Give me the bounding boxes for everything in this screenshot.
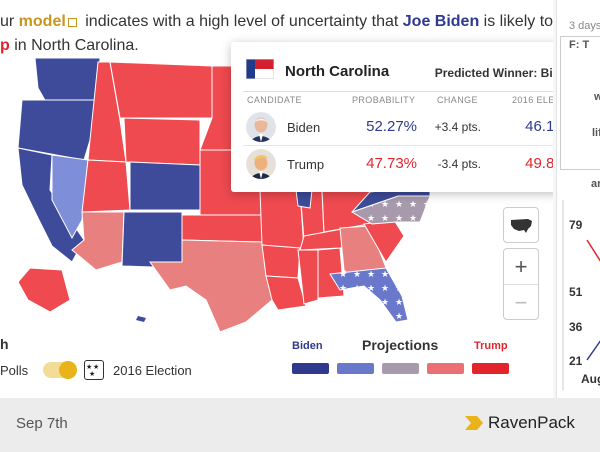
headline-text: in North Carolina. — [9, 37, 139, 54]
chart-title-fragment: ar — [591, 178, 600, 190]
biden-trend-line — [586, 340, 600, 361]
headline-text: ur — [0, 13, 19, 30]
candidate-name: Trump — [287, 157, 325, 172]
election-2016-value: 46.17% — [525, 118, 553, 135]
external-link-icon[interactable] — [67, 18, 77, 27]
candidate-row-trump: Trump 47.73% -3.4 pts. 49.83% — [243, 146, 553, 182]
model-link[interactable]: model — [18, 13, 66, 30]
map-panel: ur model indicates with a high level of … — [0, 10, 553, 380]
legend-biden-label: Biden — [292, 340, 323, 352]
state-nevada[interactable] — [51, 154, 89, 240]
ravenpack-logo-icon — [465, 416, 483, 430]
headline-text: is likely to beat — [483, 13, 553, 30]
side-card: F: T w lif — [560, 36, 600, 170]
state-arkansas[interactable] — [261, 244, 301, 279]
y-tick-label: 79 — [569, 218, 583, 232]
predicted-winner: Predicted Winner: Biden — [434, 66, 553, 80]
svg-text:★: ★ — [86, 363, 92, 371]
state-texas[interactable] — [149, 239, 281, 332]
state-oregon[interactable] — [17, 99, 99, 161]
state-wyoming[interactable] — [123, 117, 201, 166]
trend-chart — [562, 200, 600, 390]
col-header-change: CHANGE — [437, 95, 478, 105]
tooltip-divider — [243, 91, 553, 92]
change-value: -3.4 pts. — [437, 157, 481, 171]
zoom-in-button[interactable]: + — [514, 254, 528, 279]
zoom-controls: + − — [503, 248, 539, 320]
state-colorado[interactable] — [129, 161, 201, 211]
legend-swatch — [337, 363, 374, 374]
state-florida[interactable] — [329, 267, 409, 323]
state-alaska[interactable] — [17, 267, 71, 313]
card-text-fragment: w — [594, 91, 600, 103]
card-text-fragment: lif — [592, 127, 600, 139]
col-header-2016-election: 2016 ELECTION — [512, 95, 553, 105]
headline-text: indicates with a high level of uncertain… — [80, 13, 403, 30]
polls-toggle[interactable] — [43, 361, 77, 379]
time-range-label: 3 days — [569, 20, 600, 32]
state-michigan[interactable] — [295, 189, 313, 209]
y-tick-label: 51 — [569, 285, 583, 299]
state-hawaii[interactable] — [136, 316, 146, 322]
headline: ur model indicates with a high level of … — [0, 10, 553, 58]
candidate-name: Biden — [287, 120, 321, 135]
election-2016-label: 2016 Election — [113, 363, 192, 378]
polls-label: Polls — [0, 363, 29, 378]
probability-value: 47.73% — [366, 155, 417, 172]
legend-swatch — [382, 363, 419, 374]
zoom-out-button[interactable]: − — [504, 284, 538, 320]
probability-value: 52.27% — [366, 118, 417, 135]
usa-map-icon — [511, 219, 532, 233]
y-tick-label: 36 — [569, 320, 583, 334]
state-oklahoma[interactable] — [181, 214, 263, 243]
biden-avatar — [246, 112, 276, 142]
reset-map-button[interactable] — [503, 207, 539, 243]
election-2016-value: 49.83% — [525, 155, 553, 172]
legend-swatch — [427, 363, 464, 374]
legend-trump-label: Trump — [474, 340, 508, 352]
footer: Sep 7th RavenPack — [0, 398, 600, 452]
tooltip-state-name: North Carolina — [285, 63, 390, 80]
state-washington[interactable] — [34, 57, 101, 103]
svg-text:★: ★ — [93, 363, 99, 371]
state-california[interactable] — [17, 147, 85, 263]
projections-title: Projections — [362, 337, 439, 353]
state-montana[interactable] — [109, 61, 213, 119]
stars-icon: ★ ★ ★ — [86, 363, 99, 378]
trump-name: p — [0, 37, 10, 54]
state-mississippi[interactable] — [297, 249, 319, 305]
legend-swatch — [472, 363, 509, 374]
card-text-fragment: F: T — [569, 39, 590, 51]
us-electoral-map[interactable]: ★ ★ — [0, 52, 553, 332]
trump-avatar — [246, 149, 276, 179]
col-header-probability: PROBABILITY — [352, 95, 416, 105]
legend-swatch — [292, 363, 329, 374]
north-carolina-flag-icon — [246, 59, 274, 79]
state-tooltip: North Carolina Predicted Winner: Biden C… — [231, 42, 553, 192]
y-tick-label: 21 — [569, 354, 583, 368]
svg-text:★: ★ — [89, 370, 95, 378]
state-louisiana[interactable] — [265, 275, 307, 311]
side-panel: 3 days F: T w lif ar 79 51 36 21 Aug — [556, 0, 600, 398]
state-utah[interactable] — [81, 159, 131, 213]
election-2016-toggle-icon[interactable]: ★ ★ ★ — [84, 360, 104, 380]
section-heading-fragment: h — [0, 336, 9, 352]
toggle-knob — [59, 361, 77, 379]
footer-date: Sep 7th — [16, 415, 68, 432]
state-new-mexico[interactable] — [121, 211, 183, 269]
biden-name: Joe Biden — [402, 13, 480, 30]
change-value: +3.4 pts. — [434, 120, 481, 134]
trump-trend-line — [586, 239, 600, 262]
candidate-row-biden: Biden 52.27% +3.4 pts. 46.17% — [243, 109, 553, 146]
brand-name: RavenPack — [488, 413, 575, 432]
col-header-candidate: CANDIDATE — [247, 95, 302, 105]
x-tick-label: Aug — [581, 372, 600, 386]
